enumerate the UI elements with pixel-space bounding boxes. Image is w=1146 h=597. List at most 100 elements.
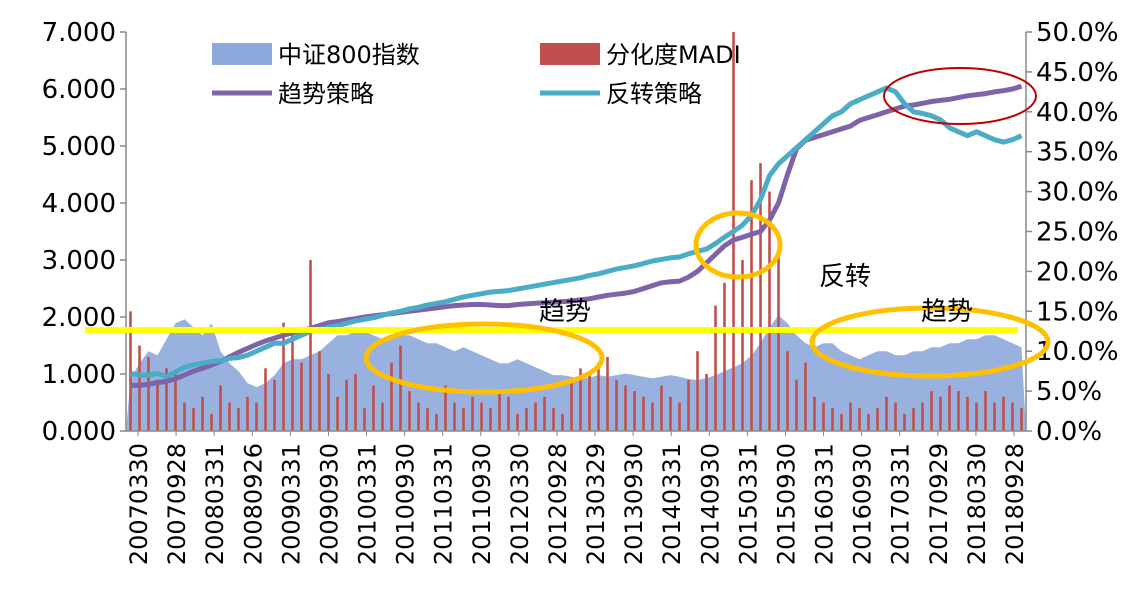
bar-madi (381, 402, 384, 431)
bar-madi (723, 282, 726, 431)
bar-madi (867, 413, 870, 431)
bar-madi (894, 402, 897, 431)
bar-madi (984, 391, 987, 431)
area-series-layer (126, 315, 1026, 431)
legend-label: 分化度MADI (606, 41, 741, 69)
y-right-tick-label: 50.0% (1036, 18, 1119, 48)
bar-madi (300, 362, 303, 431)
bar-madi (453, 402, 456, 431)
bar-madi (777, 254, 780, 431)
bar-madi (309, 260, 312, 431)
bar-madi (858, 408, 861, 431)
bar-madi (678, 402, 681, 431)
bar-madi (831, 408, 834, 431)
annotation-text: 趋势 (921, 297, 973, 327)
x-tick-label: 20070330 (125, 443, 153, 565)
y-left-tick-label: 4.000 (42, 189, 116, 219)
bar-madi (588, 374, 591, 431)
highlight-ellipse (883, 67, 1037, 125)
bar-madi (363, 408, 366, 431)
legend-label: 趋势策略 (278, 80, 374, 108)
bar-madi (318, 351, 321, 431)
line-series-layer (130, 83, 1023, 388)
y-left-tick-label: 0.000 (42, 417, 116, 447)
x-tick-label: 20150930 (773, 443, 801, 565)
bar-madi (417, 402, 420, 431)
bar-madi (264, 368, 267, 431)
bar-madi (696, 351, 699, 431)
bar-madi (849, 402, 852, 431)
bar-madi (174, 374, 177, 431)
bar-madi (345, 379, 348, 431)
bar-madi (597, 362, 600, 431)
bar-madi (903, 413, 906, 431)
legend: 中证800指数 分化度MADI 趋势策略 反转策略 (212, 41, 741, 108)
axes: 0.0001.0002.0003.0004.0005.0006.0007.000… (42, 18, 1119, 565)
bar-madi (552, 408, 555, 431)
bar-madi (129, 311, 132, 431)
bar-madi (822, 402, 825, 431)
x-tick-label: 20080331 (201, 443, 229, 565)
bar-madi (768, 191, 771, 431)
bar-madi (570, 379, 573, 431)
area-csi800 (126, 315, 1026, 431)
legend-swatch (540, 43, 600, 65)
bar-madi (426, 408, 429, 431)
bar-madi (480, 402, 483, 431)
bar-madi (408, 391, 411, 431)
bar-madi (462, 408, 465, 431)
x-tick-label: 20180330 (963, 443, 991, 565)
bar-madi (876, 408, 879, 431)
bar-madi (165, 368, 168, 431)
bar-madi (282, 322, 285, 431)
x-tick-label: 20140930 (696, 443, 724, 565)
x-tick-label: 20110930 (468, 443, 496, 565)
bar-madi (498, 391, 501, 431)
bar-madi (966, 396, 969, 431)
x-tick-label: 20100331 (354, 443, 382, 565)
y-right-tick-label: 5.0% (1036, 377, 1102, 407)
bar-madi (237, 408, 240, 431)
x-tick-label: 20120330 (506, 443, 534, 565)
x-tick-label: 20120928 (544, 443, 572, 565)
bar-madi (561, 413, 564, 431)
bar-madi (606, 356, 609, 431)
bar-madi (336, 396, 339, 431)
x-tick-label: 20070928 (163, 443, 191, 565)
y-right-tick-label: 20.0% (1036, 257, 1119, 287)
y-left-tick-label: 6.000 (42, 75, 116, 105)
bar-madi (147, 356, 150, 431)
bar-madi (741, 260, 744, 431)
x-tick-label: 20180928 (1001, 443, 1029, 565)
x-tick-label: 20160331 (811, 443, 839, 565)
bar-madi (669, 396, 672, 431)
bar-madi (399, 345, 402, 431)
bar-madi (372, 385, 375, 431)
bar-madi (759, 163, 762, 431)
bar-madi (957, 391, 960, 431)
x-tick-label: 20110331 (430, 443, 458, 565)
bar-madi (687, 379, 690, 431)
y-left-tick-label: 3.000 (42, 246, 116, 276)
y-right-tick-label: 30.0% (1036, 178, 1119, 208)
bar-madi (750, 180, 753, 431)
bar-madi (651, 402, 654, 431)
bar-madi (975, 402, 978, 431)
x-tick-label: 20170929 (925, 443, 953, 565)
highlight-ellipse (363, 321, 605, 395)
bar-madi (642, 396, 645, 431)
x-tick-label: 20150331 (734, 443, 762, 565)
bar-madi (444, 385, 447, 431)
bar-madi (615, 379, 618, 431)
y-left-tick-label: 1.000 (42, 360, 116, 390)
y-right-tick-label: 15.0% (1036, 297, 1119, 327)
bar-madi (633, 391, 636, 431)
y-right-tick-label: 35.0% (1036, 138, 1119, 168)
bar-madi (219, 385, 222, 431)
bar-madi (921, 402, 924, 431)
bar-madi (786, 351, 789, 431)
bar-madi (138, 345, 141, 431)
bar-madi (525, 408, 528, 431)
